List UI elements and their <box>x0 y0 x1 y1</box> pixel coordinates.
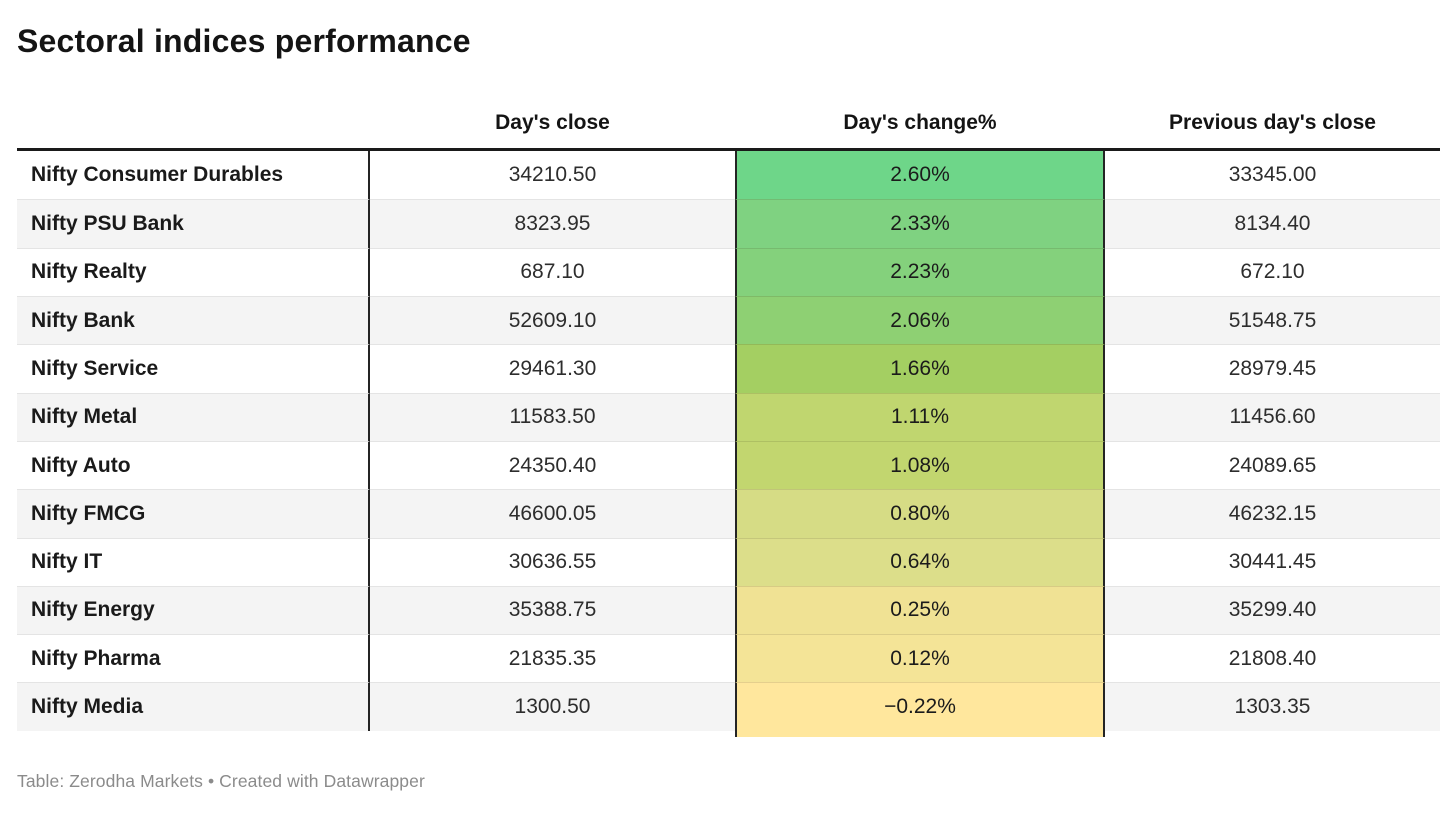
table-row: Nifty FMCG 46600.05 0.80% 46232.15 <box>17 489 1440 538</box>
cell-days-close: 46600.05 <box>370 489 735 538</box>
header-cell-days-change: Day's change% <box>843 111 997 135</box>
table-row: Nifty Metal 11583.50 1.11% 11456.60 <box>17 392 1440 441</box>
cell-days-close: 24350.40 <box>370 440 735 490</box>
cell-days-change: 1.11% <box>735 392 1105 441</box>
table-body: Nifty Consumer Durables 34210.50 2.60% 3… <box>17 148 1440 731</box>
row-label: Nifty FMCG <box>17 489 370 538</box>
cell-days-close: 30636.55 <box>370 537 735 586</box>
cell-days-close: 8323.95 <box>370 199 735 248</box>
table-header: Day's close Day's change% Previous day's… <box>17 111 1440 148</box>
table-row: Nifty Auto 24350.40 1.08% 24089.65 <box>17 440 1440 490</box>
cell-prev-close: 21808.40 <box>1105 634 1440 683</box>
cell-days-close: 29461.30 <box>370 344 735 393</box>
footer-credit: Table: Zerodha Markets • Created with Da… <box>17 770 425 791</box>
row-label: Nifty Service <box>17 344 370 393</box>
row-label: Nifty Energy <box>17 585 370 635</box>
cell-days-change: 2.33% <box>735 199 1105 248</box>
cell-prev-close: 46232.15 <box>1105 489 1440 538</box>
row-label: Nifty Consumer Durables <box>17 151 370 200</box>
cell-days-change: 0.80% <box>735 489 1105 538</box>
cell-days-change: 2.23% <box>735 247 1105 297</box>
cell-prev-close: 30441.45 <box>1105 537 1440 586</box>
cell-prev-close: 11456.60 <box>1105 392 1440 441</box>
change-column-tail <box>735 730 1105 737</box>
cell-prev-close: 1303.35 <box>1105 682 1440 731</box>
row-label: Nifty IT <box>17 537 370 586</box>
cell-days-change: 2.60% <box>735 151 1105 200</box>
table-row: Nifty PSU Bank 8323.95 2.33% 8134.40 <box>17 199 1440 248</box>
sectoral-indices-table: Day's close Day's change% Previous day's… <box>17 111 1440 737</box>
table-row: Nifty Media 1300.50 −0.22% 1303.35 <box>17 682 1440 731</box>
cell-days-change: 1.08% <box>735 440 1105 490</box>
cell-prev-close: 35299.40 <box>1105 585 1440 635</box>
cell-days-close: 34210.50 <box>370 151 735 200</box>
cell-prev-close: 33345.00 <box>1105 151 1440 200</box>
page-title: Sectoral indices performance <box>17 23 471 59</box>
header-cell-days-close: Day's close <box>495 111 610 135</box>
cell-prev-close: 672.10 <box>1105 247 1440 297</box>
row-label: Nifty Metal <box>17 392 370 441</box>
header-cell-prev-close: Previous day's close <box>1169 111 1376 135</box>
cell-days-change: 0.64% <box>735 537 1105 586</box>
row-label: Nifty Bank <box>17 296 370 345</box>
table-row: Nifty Pharma 21835.35 0.12% 21808.40 <box>17 634 1440 683</box>
cell-days-close: 11583.50 <box>370 392 735 441</box>
table-row: Nifty Consumer Durables 34210.50 2.60% 3… <box>17 151 1440 200</box>
table-row: Nifty Bank 52609.10 2.06% 51548.75 <box>17 296 1440 345</box>
cell-days-change: 1.66% <box>735 344 1105 393</box>
cell-days-close: 1300.50 <box>370 682 735 731</box>
cell-days-change: 2.06% <box>735 296 1105 345</box>
cell-days-change: 0.12% <box>735 634 1105 683</box>
cell-prev-close: 51548.75 <box>1105 296 1440 345</box>
table-row: Nifty Service 29461.30 1.66% 28979.45 <box>17 344 1440 393</box>
page: Sectoral indices performance Day's close… <box>17 23 1440 791</box>
row-label: Nifty PSU Bank <box>17 199 370 248</box>
table-row: Nifty Realty 687.10 2.23% 672.10 <box>17 247 1440 297</box>
cell-prev-close: 8134.40 <box>1105 199 1440 248</box>
table-row: Nifty IT 30636.55 0.64% 30441.45 <box>17 537 1440 586</box>
cell-prev-close: 24089.65 <box>1105 440 1440 490</box>
row-label: Nifty Media <box>17 682 370 731</box>
row-label: Nifty Realty <box>17 247 370 297</box>
cell-days-close: 52609.10 <box>370 296 735 345</box>
cell-days-close: 35388.75 <box>370 585 735 635</box>
cell-days-change: 0.25% <box>735 585 1105 635</box>
cell-days-close: 687.10 <box>370 247 735 297</box>
cell-prev-close: 28979.45 <box>1105 344 1440 393</box>
row-label: Nifty Auto <box>17 440 370 490</box>
cell-days-close: 21835.35 <box>370 634 735 683</box>
row-label: Nifty Pharma <box>17 634 370 683</box>
cell-days-change: −0.22% <box>735 682 1105 731</box>
table-row: Nifty Energy 35388.75 0.25% 35299.40 <box>17 585 1440 635</box>
